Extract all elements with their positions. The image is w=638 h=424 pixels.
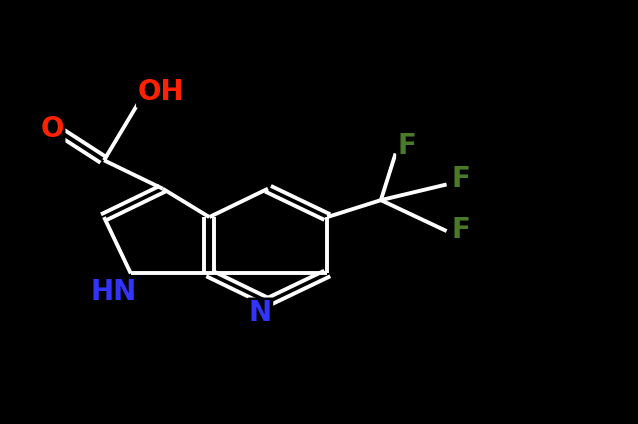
Text: HN: HN: [91, 278, 137, 306]
Text: F: F: [397, 132, 417, 160]
Text: N: N: [249, 299, 272, 327]
Text: F: F: [451, 216, 470, 244]
Text: OH: OH: [137, 78, 184, 106]
Text: F: F: [451, 165, 470, 193]
Text: O: O: [41, 115, 64, 143]
